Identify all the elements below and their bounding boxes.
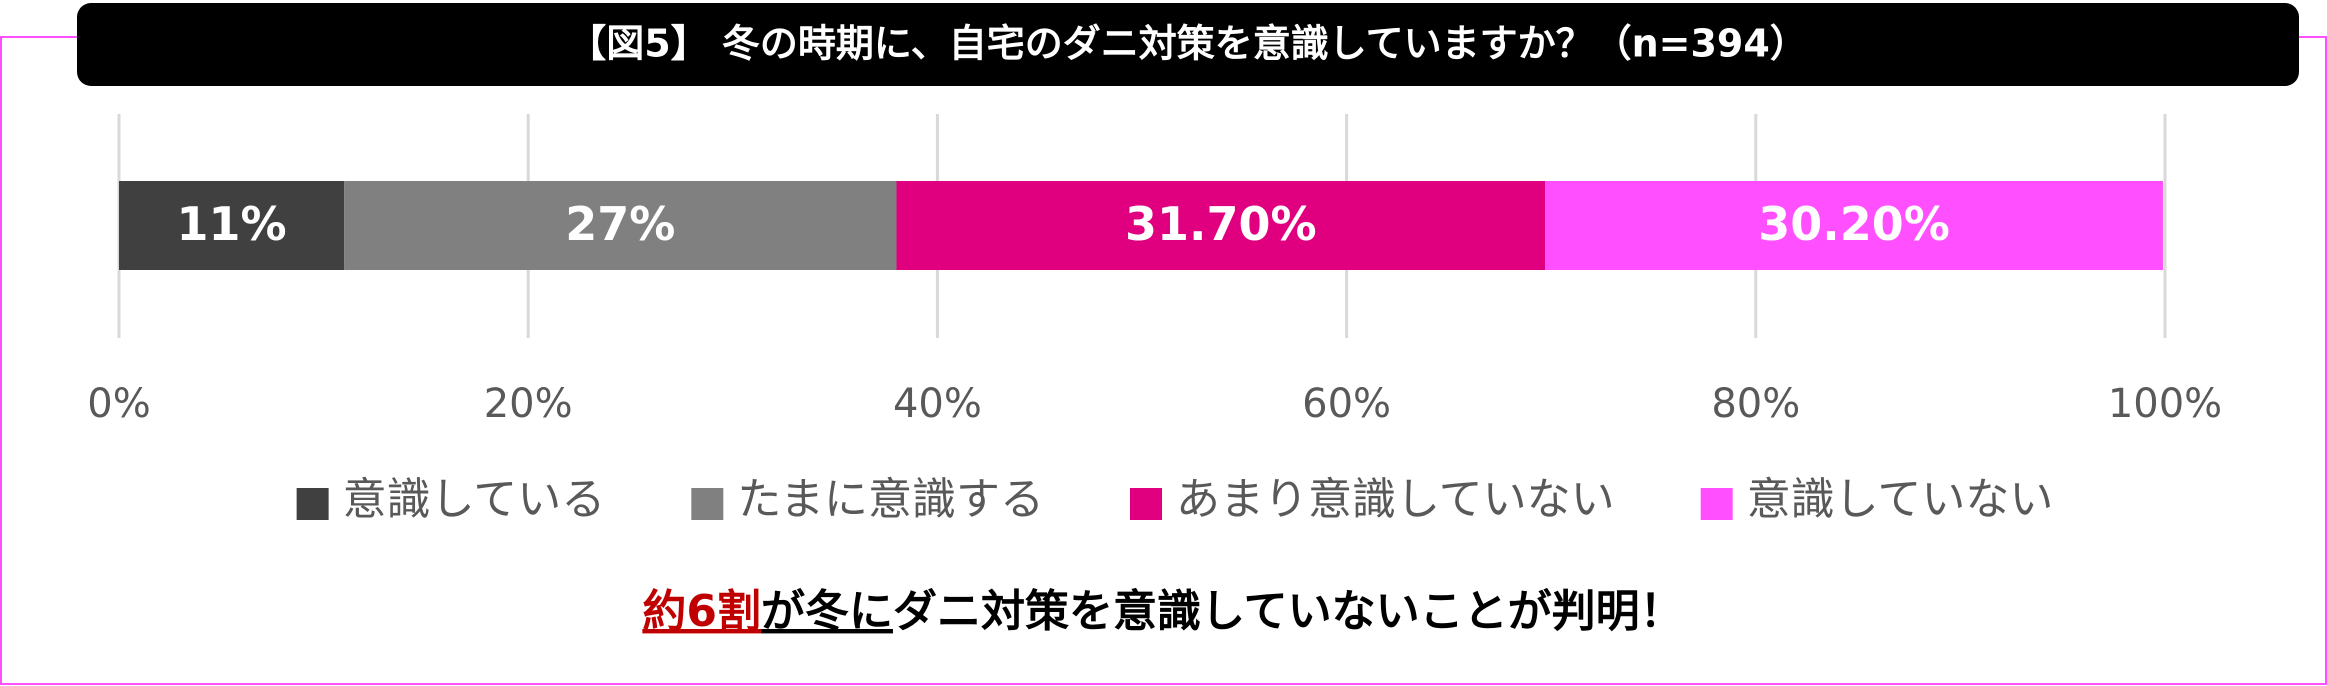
bar-segment [119, 181, 345, 270]
value-label: 30.20% [1758, 197, 1950, 251]
frame [0, 36, 2327, 685]
annotation-part: が冬に [761, 586, 893, 637]
legend-label: あまり意識していない [1176, 474, 1615, 525]
legend-swatch [1700, 488, 1733, 520]
value-label: 27% [565, 197, 675, 251]
annotation-part: 約6割 [642, 586, 761, 637]
x-tick-label: 0% [87, 381, 150, 427]
bar-segment [896, 181, 1546, 270]
bar-segment [344, 181, 897, 270]
x-tick-label: 60% [1302, 381, 1391, 427]
legend-label: 意識していない [1747, 474, 2054, 525]
x-tick-label: 80% [1711, 381, 1800, 427]
chart-title: 【図5】 冬の時期に、自宅のダニ対策を意識していますか？（n=394） [568, 22, 1808, 66]
annotation: 約6割が冬にダニ対策を意識していないことが判明！ [642, 586, 1683, 637]
legend-label: 意識している [343, 474, 606, 525]
title-bar [77, 3, 2299, 86]
legend-swatch [691, 488, 724, 520]
bar-segment [1545, 181, 2163, 270]
x-tick-label: 20% [484, 381, 573, 427]
legend-label: たまに意識する [737, 474, 1044, 525]
annotation-part: ダニ対策を意識していないことが判明！ [893, 586, 1684, 637]
value-label: 31.70% [1125, 197, 1317, 251]
legend-swatch [1130, 488, 1162, 520]
x-tick-label: 40% [893, 381, 982, 427]
value-label: 11% [176, 197, 286, 251]
legend: 意識している たまに意識する あまり意識していない 意識していない [296, 474, 2054, 525]
legend-swatch [296, 488, 329, 520]
x-tick-label: 100% [2108, 381, 2222, 427]
